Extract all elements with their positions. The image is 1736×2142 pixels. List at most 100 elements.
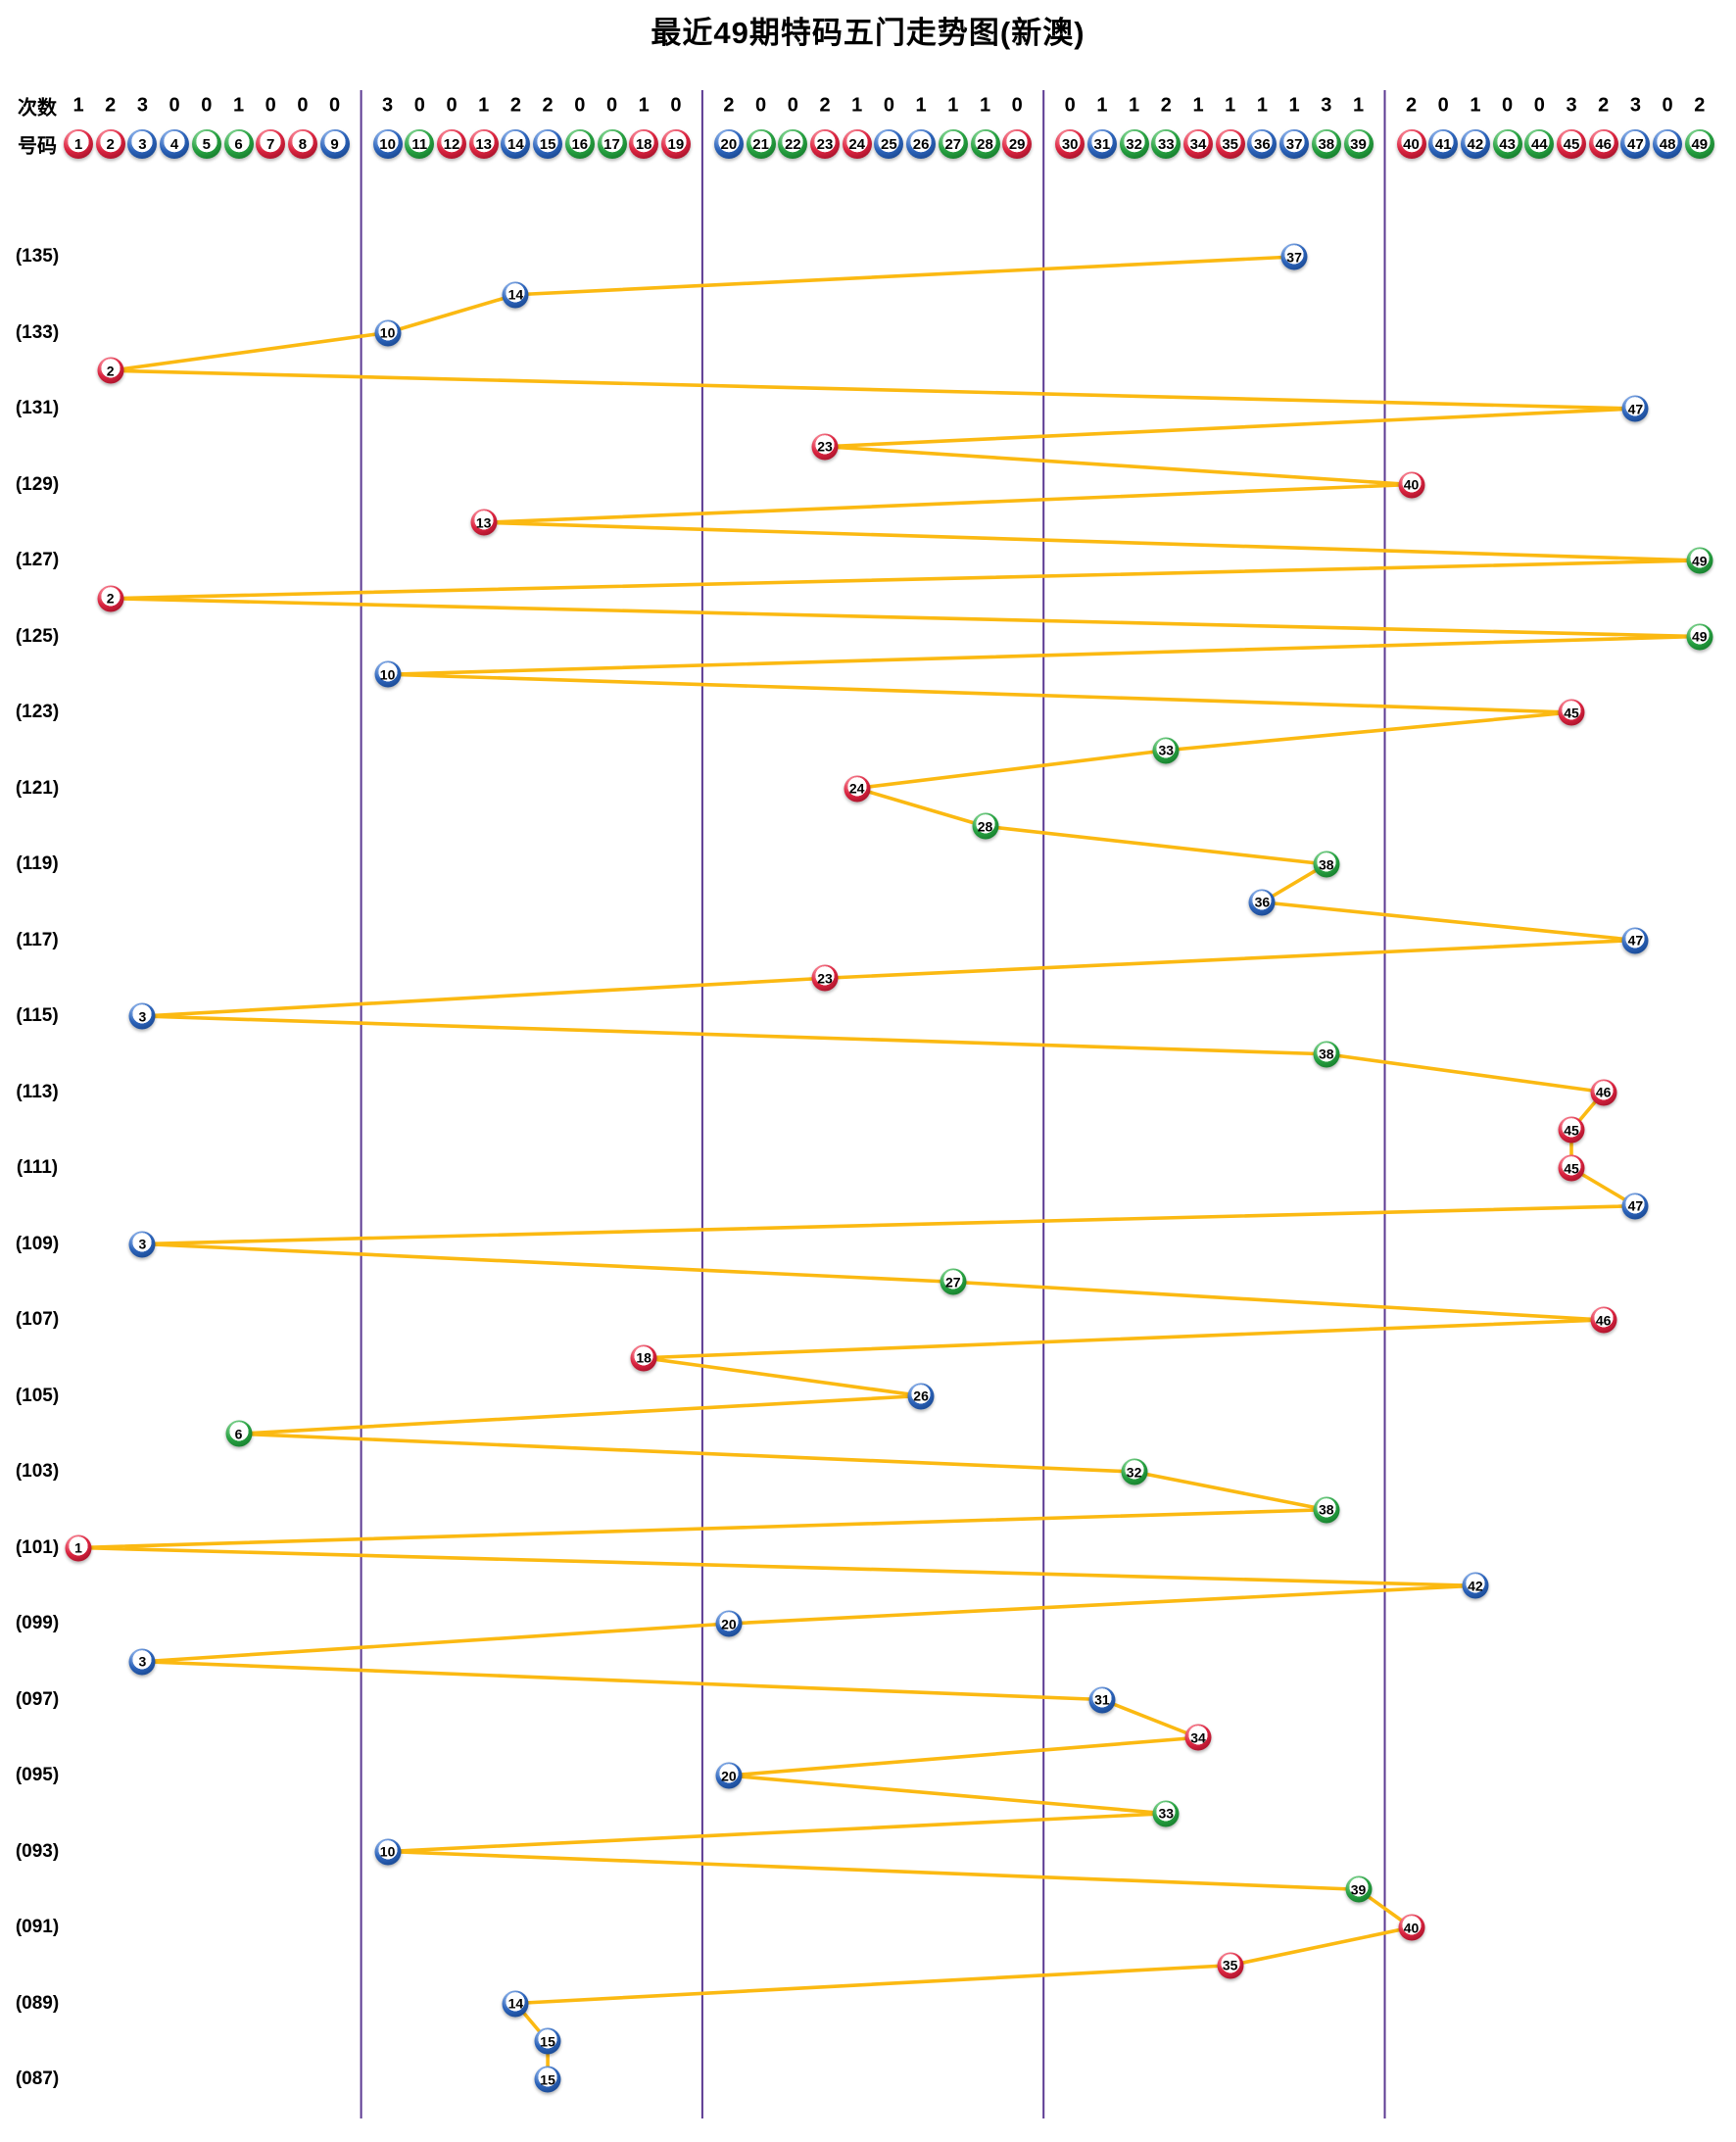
chart-ball: 42	[1462, 1572, 1489, 1599]
period-label: (123)	[15, 702, 60, 722]
period-label: (121)	[15, 777, 60, 799]
header-ball-number: 37	[1285, 135, 1303, 153]
chart-ball: 36	[1248, 889, 1276, 916]
header-ball: 43	[1492, 129, 1522, 159]
count-value: 0	[446, 94, 458, 117]
chart-ball-number: 28	[977, 818, 993, 835]
header-ball: 19	[660, 129, 691, 159]
count-value: 0	[169, 94, 180, 117]
count-value: 3	[382, 94, 394, 117]
count-value: 1	[851, 94, 863, 117]
header-ball-number: 16	[571, 135, 589, 153]
chart-ball-number: 24	[848, 780, 865, 797]
header-ball: 23	[810, 129, 840, 159]
count-value: 0	[265, 94, 276, 117]
chart-ball-number: 33	[1158, 742, 1175, 758]
chart-ball-number: 10	[379, 1843, 396, 1860]
chart-ball-number: 38	[1319, 1501, 1334, 1518]
chart-ball-number: 38	[1319, 1046, 1334, 1062]
chart-ball-number: 10	[379, 666, 396, 683]
chart-ball-number: 40	[1403, 476, 1420, 493]
header-ball-number: 38	[1318, 135, 1335, 153]
chart-ball-number: 2	[106, 363, 115, 379]
count-value: 0	[605, 94, 618, 117]
header-ball-number: 28	[977, 135, 993, 153]
chart-ball: 20	[715, 1610, 743, 1637]
chart-ball: 3	[128, 1002, 156, 1030]
chart-ball: 32	[1121, 1458, 1148, 1485]
counts-row-label: 次数	[18, 97, 57, 120]
header-ball-number: 32	[1126, 135, 1142, 153]
chart-ball: 3	[128, 1231, 156, 1257]
header-ball: 24	[842, 129, 872, 159]
header-ball-number: 22	[784, 135, 801, 153]
count-value: 0	[413, 94, 425, 117]
count-value: 1	[1256, 94, 1268, 117]
count-value: 1	[947, 94, 959, 117]
chart-ball: 23	[811, 964, 839, 992]
header-ball-number: 33	[1157, 135, 1175, 153]
chart-ball: 46	[1590, 1079, 1617, 1105]
chart-ball-number: 46	[1595, 1312, 1612, 1328]
header-ball: 31	[1086, 129, 1117, 159]
chart-ball-number: 1	[74, 1539, 82, 1556]
chart-ball-number: 47	[1627, 932, 1644, 949]
header-ball: 34	[1183, 129, 1213, 159]
header-ball-number: 43	[1499, 135, 1516, 153]
count-value: 1	[915, 94, 927, 117]
header-ball: 27	[938, 129, 968, 159]
count-value: 0	[201, 94, 213, 117]
header-ball-number: 24	[848, 135, 866, 153]
chart-ball-number: 46	[1595, 1084, 1612, 1100]
chart-ball-number: 45	[1564, 1122, 1579, 1139]
chart-ball: 3	[128, 1648, 156, 1676]
header-ball: 26	[906, 129, 937, 159]
header-ball-number: 6	[234, 135, 243, 153]
period-label: (115)	[16, 1005, 59, 1026]
chart-ball: 31	[1088, 1686, 1116, 1713]
header-ball: 4	[160, 129, 190, 159]
header-ball-number: 29	[1008, 135, 1026, 153]
count-value: 2	[1160, 94, 1172, 117]
count-value: 2	[1694, 94, 1706, 117]
chart-ball-number: 26	[913, 1387, 929, 1404]
header-ball: 6	[223, 129, 254, 159]
count-value: 1	[1352, 94, 1365, 117]
chart-ball-number: 15	[540, 2071, 555, 2087]
chart-ball-number: 32	[1126, 1464, 1142, 1480]
chart-ball-number: 3	[138, 1008, 147, 1024]
chart-ball-number: 18	[636, 1349, 651, 1366]
header-ball-number: 30	[1061, 135, 1079, 153]
chart-ball-number: 36	[1254, 894, 1271, 910]
chart-ball: 20	[715, 1762, 743, 1789]
chart-ball: 39	[1345, 1875, 1372, 1903]
chart-ball-number: 34	[1190, 1729, 1206, 1746]
header-ball: 32	[1119, 129, 1149, 159]
chart-ball: 2	[97, 585, 124, 612]
period-label: (105)	[15, 1385, 60, 1406]
chart-ball: 33	[1152, 1800, 1180, 1827]
count-value: 2	[1405, 94, 1418, 117]
header-ball-number: 42	[1467, 135, 1484, 153]
period-label: (093)	[15, 1840, 60, 1862]
chart-ball: 45	[1558, 699, 1585, 726]
count-value: 1	[72, 94, 84, 117]
chart-ball-number: 40	[1403, 1920, 1420, 1935]
header-ball-number: 34	[1189, 135, 1207, 153]
count-value: 0	[574, 94, 586, 117]
chart-ball-number: 33	[1158, 1805, 1175, 1822]
header-ball: 20	[713, 129, 744, 159]
chart-ball-number: 6	[234, 1426, 243, 1442]
period-label: (135)	[15, 246, 60, 267]
chart-ball: 37	[1280, 243, 1308, 270]
header-ball: 44	[1524, 129, 1555, 159]
header-ball-number: 21	[752, 135, 769, 153]
period-label: (127)	[15, 550, 60, 570]
chart-ball: 45	[1558, 1154, 1585, 1182]
header-ball-number: 25	[881, 135, 897, 153]
chart-ball: 28	[972, 812, 998, 840]
period-label: (099)	[15, 1613, 60, 1633]
chart-ball: 14	[502, 281, 529, 309]
